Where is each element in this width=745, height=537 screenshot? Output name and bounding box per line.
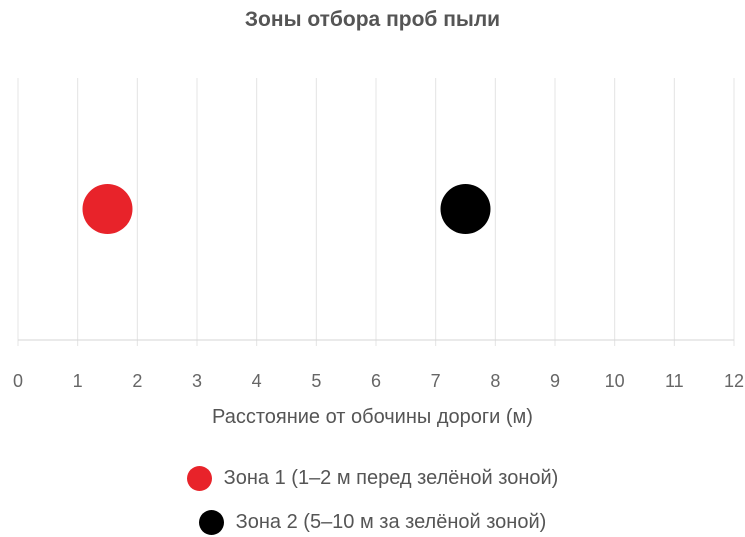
legend-item-zone-2[interactable]: Зона 2 (5–10 м за зелёной зоной) <box>0 507 745 537</box>
legend-label-zone-1: Зона 1 (1–2 м перед зелёной зоной) <box>223 466 559 489</box>
x-tick-label: 3 <box>192 371 202 391</box>
x-tick-label: 1 <box>73 371 83 391</box>
data-point-zone-1[interactable] <box>82 184 133 234</box>
x-tick-label: 9 <box>550 371 560 391</box>
x-axis-label: Расстояние от обочины дороги (м) <box>212 406 533 428</box>
x-tick-label: 7 <box>431 371 441 391</box>
x-tick-label: 8 <box>490 371 500 391</box>
x-tick-label: 4 <box>252 371 262 391</box>
legend-item-zone-1[interactable]: Зона 1 (1–2 м перед зелёной зоной) <box>0 463 745 493</box>
chart-title: Зоны отбора проб пыли <box>244 8 501 31</box>
legend-marker-zone-2 <box>198 509 224 535</box>
x-tick-label: 11 <box>665 371 684 391</box>
x-tick-label: 2 <box>132 371 142 391</box>
chart-plot-area: 0 1 2 3 4 5 6 7 8 9 10 11 12 <box>13 78 744 391</box>
x-tick-label: 0 <box>13 371 23 391</box>
x-tick-label: 12 <box>724 371 744 391</box>
legend-marker-zone-1 <box>186 465 212 491</box>
legend-label-zone-2: Зона 2 (5–10 м за зелёной зоной) <box>235 510 547 533</box>
x-tick-label: 5 <box>311 371 321 391</box>
x-tick-label: 10 <box>605 371 625 391</box>
x-tick-label: 6 <box>371 371 381 391</box>
data-point-zone-2[interactable] <box>440 184 491 234</box>
